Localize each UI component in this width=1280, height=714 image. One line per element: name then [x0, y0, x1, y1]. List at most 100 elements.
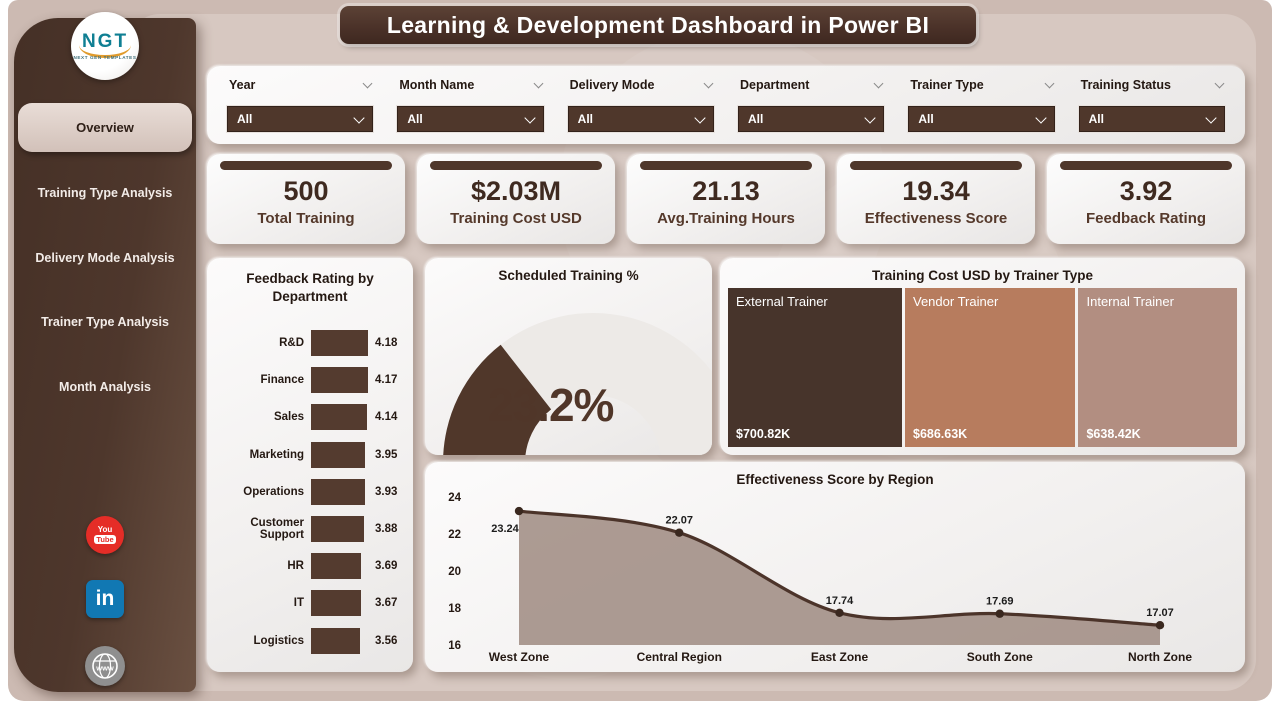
slicer-label: Trainer Type: [910, 78, 984, 92]
kpi-card-training-cost-usd: $2.03M Training Cost USD: [417, 154, 615, 244]
linkedin-icon[interactable]: in: [86, 580, 124, 618]
bar[interactable]: [311, 553, 362, 580]
slicer-delivery-mode: Delivery Mode All: [567, 76, 714, 132]
chart-title: Effectiveness Score by Region: [736, 472, 934, 487]
kpi-label: Training Cost USD: [450, 209, 582, 227]
kpi-value: 21.13: [692, 176, 760, 206]
sidebar-item-month-analysis[interactable]: Month Analysis: [59, 380, 151, 394]
treemap-tile-label: External Trainer: [736, 294, 828, 309]
bar[interactable]: [311, 515, 364, 542]
sidebar-item-training-type-analysis[interactable]: Training Type Analysis: [37, 186, 173, 200]
x-axis-category-label: North Zone: [1128, 650, 1192, 664]
data-point-label: 17.07: [1146, 607, 1174, 619]
slicer-label: Delivery Mode: [569, 78, 655, 92]
treemap-tile-internal-trainer[interactable]: Internal Trainer $638.42K: [1078, 288, 1237, 447]
y-axis-tick-label: 20: [448, 566, 461, 578]
bar-category-label: Finance: [260, 374, 304, 387]
bar-value-label: 3.93: [375, 485, 398, 498]
bar-row: Operations 3.93: [209, 473, 407, 510]
bar-track: [311, 367, 368, 394]
page-title: Learning & Development Dashboard in Powe…: [386, 11, 930, 38]
delivery-mode-dropdown[interactable]: All: [567, 106, 714, 132]
dropdown-selected-value: All: [1088, 112, 1104, 126]
chevron-down-icon[interactable]: [533, 78, 544, 89]
feedback-rating-by-department-chart: Feedback Rating by Department R&D 4.18 Fin…: [207, 258, 413, 672]
data-point-east-zone[interactable]: [835, 608, 844, 618]
sidebar-item-overview[interactable]: Overview: [18, 103, 192, 152]
data-point-west-zone[interactable]: [514, 506, 524, 516]
bar-category-label: Operations: [243, 485, 304, 498]
kpi-label: Avg.Training Hours: [657, 209, 795, 227]
sidebar-item-delivery-mode-analysis[interactable]: Delivery Mode Analysis: [35, 251, 175, 265]
bar-track: [311, 404, 368, 431]
data-point-central-region[interactable]: [675, 528, 684, 537]
globe-icon[interactable]: www: [85, 646, 125, 686]
bar[interactable]: [311, 441, 365, 468]
y-axis-tick-label: 16: [448, 640, 461, 652]
chevron-down-icon[interactable]: [1214, 78, 1225, 89]
chevron-down-icon: [523, 111, 536, 124]
bar-category-label: IT: [293, 597, 304, 610]
logo-text: NGT: [81, 31, 129, 52]
youtube-icon[interactable]: You Tube: [86, 516, 124, 554]
bar[interactable]: [311, 330, 368, 357]
kpi-label: Feedback Rating: [1085, 209, 1207, 227]
scheduled-training-pct-chart: Scheduled Training % 23.2%: [425, 258, 712, 455]
donut-scheduled-slice[interactable]: [443, 344, 552, 455]
chart-title: Training Cost USD by Trainer Type: [871, 268, 1094, 283]
slicer-training-status: Training Status All: [1078, 76, 1225, 132]
slicer-label: Year: [229, 78, 256, 92]
chevron-down-icon[interactable]: [362, 78, 373, 89]
bar-row: Sales 4.14: [209, 399, 407, 436]
slicer-label: Department: [739, 78, 810, 92]
slicer-header: Training Status: [1079, 76, 1225, 92]
bar-track: [311, 330, 368, 357]
bar-value-label: 3.56: [375, 634, 398, 647]
treemap-tile-external-trainer[interactable]: External Trainer $700.82K: [728, 288, 902, 447]
year-dropdown[interactable]: All: [227, 106, 374, 132]
bar[interactable]: [311, 627, 360, 654]
bar-track: [311, 627, 368, 654]
bar-value-label: 4.17: [375, 374, 398, 387]
month-name-dropdown[interactable]: All: [397, 106, 544, 132]
treemap-tile-value: $700.82K: [736, 427, 791, 441]
bar-category-label: R&D: [279, 337, 304, 350]
training-cost-by-trainer-type-treemap: Training Cost USD by Trainer Type Extern…: [720, 258, 1245, 455]
bar[interactable]: [311, 404, 368, 431]
chevron-down-icon[interactable]: [1044, 78, 1055, 89]
data-point-south-zone[interactable]: [995, 609, 1004, 618]
bar[interactable]: [311, 367, 368, 394]
bar-track: [311, 553, 368, 580]
trainer-type-dropdown[interactable]: All: [908, 106, 1055, 132]
bar-track: [311, 515, 368, 542]
kpi-card-feedback-rating: 3.92 Feedback Rating: [1047, 154, 1245, 244]
bar-track: [311, 478, 368, 505]
bar-row: Customer Support 3.88: [209, 510, 407, 547]
chevron-down-icon[interactable]: [873, 78, 884, 89]
sidebar-item-trainer-type-analysis[interactable]: Trainer Type Analysis: [41, 315, 169, 329]
filters-card: Year All Month Name All Delivery Mode All Depa…: [207, 66, 1245, 144]
kpi-value: 19.34: [902, 176, 970, 206]
bar-track: [311, 441, 368, 468]
treemap-tile-vendor-trainer[interactable]: Vendor Trainer $686.63K: [905, 288, 1076, 447]
dropdown-selected-value: All: [407, 112, 423, 126]
dropdown-selected-value: All: [237, 112, 253, 126]
chevron-down-icon: [1034, 111, 1047, 124]
slicer-trainer-type: Trainer Type All: [908, 76, 1055, 132]
slicer-header: Trainer Type: [908, 76, 1055, 92]
bar[interactable]: [311, 590, 362, 617]
training-status-dropdown[interactable]: All: [1078, 106, 1225, 132]
x-axis-category-label: East Zone: [811, 650, 869, 664]
y-axis-tick-label: 24: [448, 492, 461, 504]
kpi-accent-strip: [430, 161, 602, 170]
kpi-card-total-training: 500 Total Training: [207, 154, 405, 244]
dropdown-selected-value: All: [918, 112, 934, 126]
chevron-down-icon[interactable]: [703, 78, 714, 89]
slicer-label: Training Status: [1080, 78, 1171, 92]
dashboard-title-bar: Learning & Development Dashboard in Powe…: [340, 6, 976, 44]
bar-value-label: 3.95: [375, 448, 398, 461]
department-dropdown[interactable]: All: [737, 106, 885, 132]
treemap-tile-value: $638.42K: [1086, 427, 1141, 441]
bar[interactable]: [311, 478, 365, 505]
data-point-north-zone[interactable]: [1155, 621, 1165, 630]
